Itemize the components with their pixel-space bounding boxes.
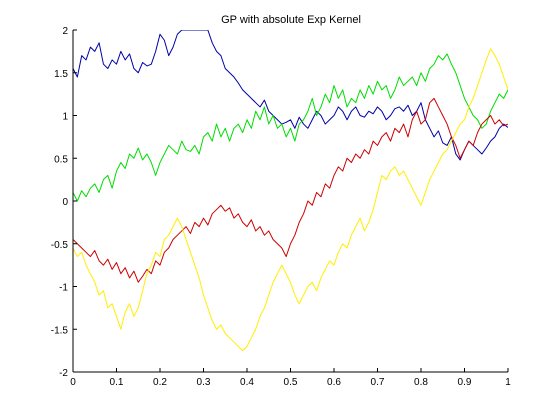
x-tick-label: 0.3 — [197, 377, 211, 388]
x-tick-label: 0.5 — [284, 377, 298, 388]
y-tick-label: 1.5 — [54, 69, 68, 80]
x-tick-label: 1 — [505, 377, 511, 388]
x-tick-label: 0.1 — [110, 377, 124, 388]
x-tick-label: 0.6 — [327, 377, 341, 388]
y-tick-label: -2 — [59, 368, 68, 379]
y-tick-label: 2 — [62, 26, 68, 37]
y-tick-label: 0.5 — [54, 154, 68, 165]
series-layer — [73, 30, 508, 352]
axes: 0 0.1 0.2 0.3 0.4 0.5 0.6 0.7 0.8 0.9 1 -2 -1.5 -1 -0.… — [51, 26, 511, 388]
y-tick-label: 0 — [62, 197, 68, 208]
y-tick-label: -0.5 — [51, 240, 69, 251]
y-tick-label: 1 — [62, 112, 68, 123]
x-tick-label: 0.9 — [458, 377, 472, 388]
x-tick-label: 0.2 — [153, 377, 167, 388]
series-line-3 — [73, 97, 508, 283]
series-line-4 — [73, 48, 508, 352]
x-tick-label: 0.7 — [371, 377, 385, 388]
x-tick-label: 0 — [70, 377, 76, 388]
series-line-1 — [73, 30, 508, 161]
series-line-2 — [73, 53, 508, 202]
chart-title: GP with absolute Exp Kernel — [221, 14, 361, 26]
y-tick-label: -1.5 — [51, 325, 69, 336]
x-tick-label: 0.4 — [240, 377, 254, 388]
x-tick-label: 0.8 — [414, 377, 428, 388]
y-tick-label: -1 — [59, 283, 68, 294]
